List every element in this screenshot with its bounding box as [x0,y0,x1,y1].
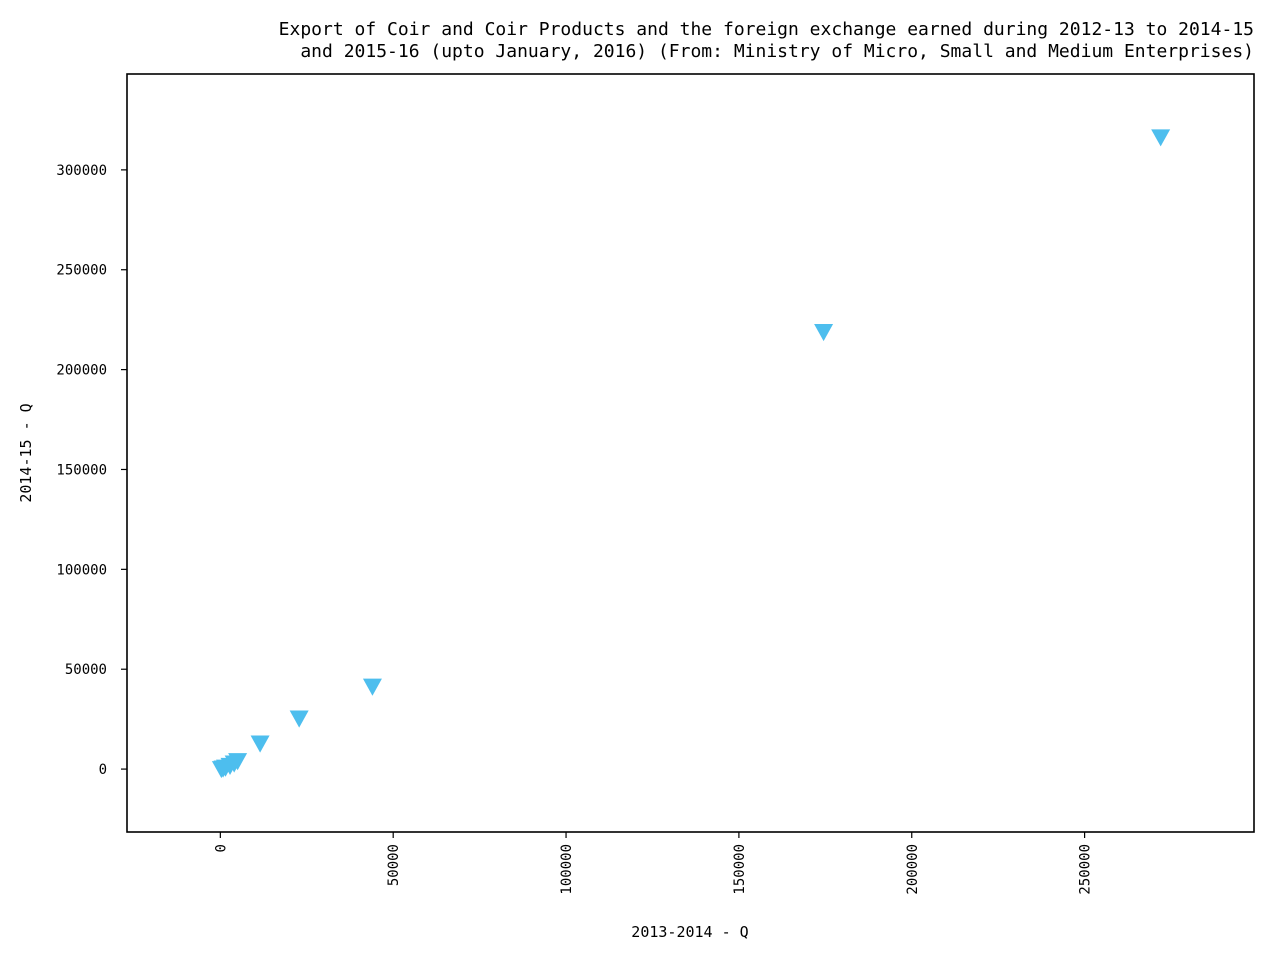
data-point-7 [289,710,309,728]
data-point-9 [814,324,834,342]
y-tick-label-4: 200000 [56,363,107,379]
y-tick-label-0: 0 [99,762,107,778]
y-tick-label-2: 100000 [56,562,107,578]
y-axis: 0 50000 100000 150000 200000 250000 300000 [56,163,127,778]
x-tick-label-2: 100000 [559,844,575,895]
chart-title-line-2: and 2015-16 (upto January, 2016) (From: … [300,41,1254,62]
data-point-5 [228,753,248,771]
y-tick-label-1: 50000 [65,662,107,678]
x-axis: 0 50000 100000 150000 200000 250000 [213,832,1094,895]
y-tick-label-6: 300000 [56,163,107,179]
data-point-8 [362,678,382,696]
data-point-6 [250,735,270,753]
y-tick-label-3: 150000 [56,462,107,478]
y-tick-label-5: 250000 [56,263,107,279]
x-tick-label-4: 200000 [905,844,921,895]
x-axis-label: 2013-2014 - Q [631,923,748,941]
x-tick-label-1: 50000 [386,844,402,886]
x-tick-label-3: 150000 [732,844,748,895]
x-tick-label-5: 250000 [1078,844,1094,895]
plot-frame [126,73,1255,833]
x-tick-label-0: 0 [213,844,229,852]
data-point-10 [1151,129,1171,147]
plot-area [211,129,1171,779]
y-axis-label: 2014-15 - Q [17,403,35,502]
chart-title-line-1: Export of Coir and Coir Products and the… [279,19,1254,40]
